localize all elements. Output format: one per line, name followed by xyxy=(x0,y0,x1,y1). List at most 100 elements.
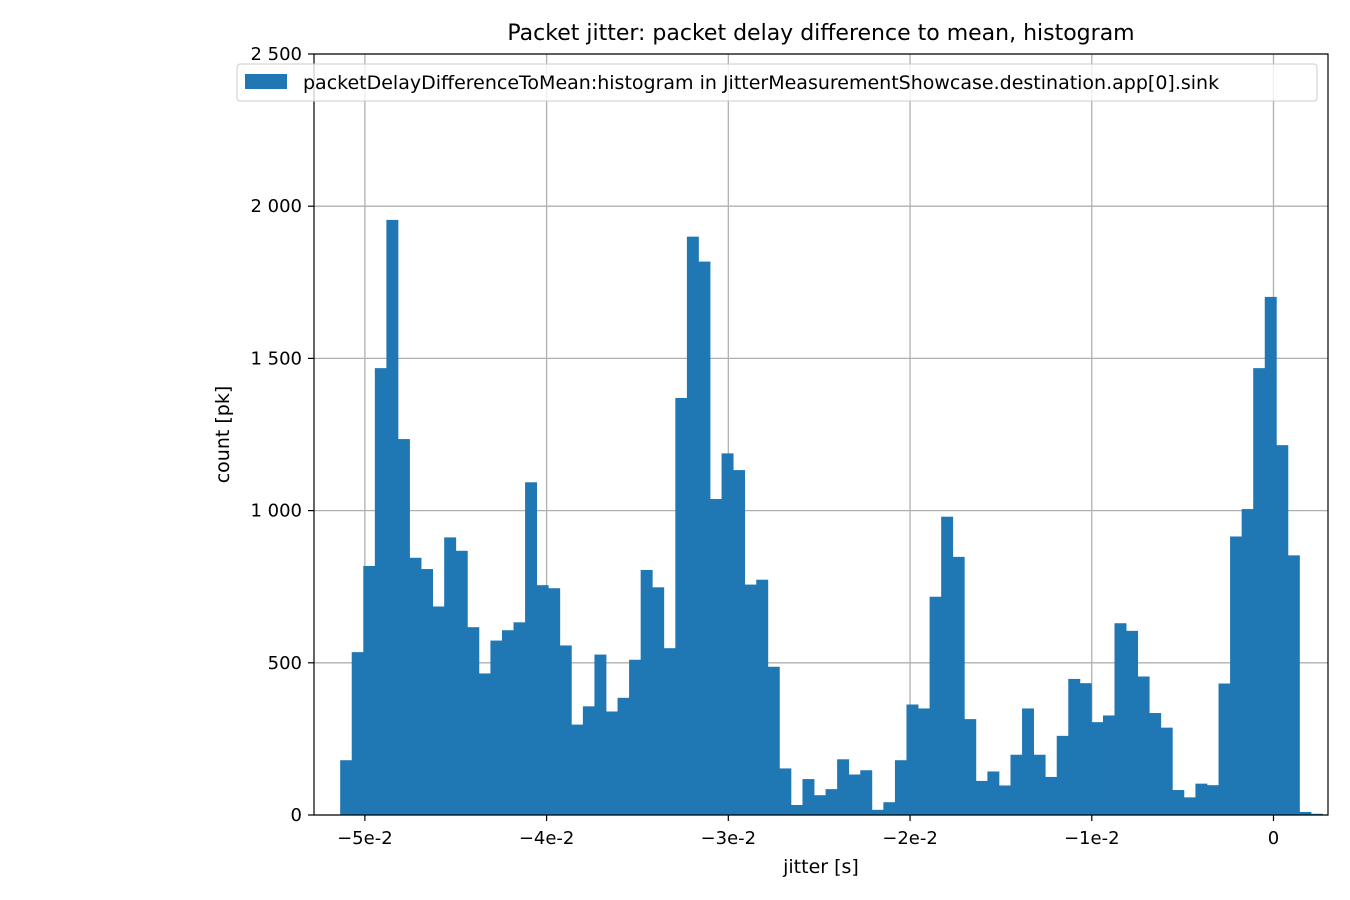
x-tick-label: 0 xyxy=(1268,828,1279,849)
histogram-bar xyxy=(975,780,988,815)
histogram-bar xyxy=(1218,683,1231,815)
histogram-bar xyxy=(340,760,353,815)
y-tick-label: 2 500 xyxy=(250,44,302,65)
histogram-bar xyxy=(525,482,538,815)
legend-entry: packetDelayDifferenceToMean:histogram in… xyxy=(303,72,1219,94)
histogram-bar xyxy=(675,397,688,815)
histogram-bar xyxy=(964,719,977,815)
histogram-bar xyxy=(490,640,503,815)
histogram-bar xyxy=(1253,368,1266,815)
histogram-bar xyxy=(814,795,826,815)
histogram-bar xyxy=(767,666,780,815)
histogram-bar xyxy=(1022,708,1035,815)
histogram-bar xyxy=(1183,797,1196,815)
histogram-bar xyxy=(860,770,873,815)
histogram-bar xyxy=(871,809,884,815)
x-tick-label: −2e-2 xyxy=(882,828,938,849)
histogram-bar xyxy=(386,219,399,815)
y-tick-label: 1 500 xyxy=(250,348,302,369)
y-tick-label: 2 000 xyxy=(250,196,302,217)
histogram-bar xyxy=(825,789,838,815)
histogram-bar xyxy=(1056,735,1069,815)
histogram-bar xyxy=(929,596,942,815)
histogram-bar xyxy=(1102,715,1115,815)
histogram-bar xyxy=(594,654,607,815)
histogram-bar xyxy=(409,557,422,815)
histogram-bar xyxy=(548,588,561,815)
y-tick-label: 1 000 xyxy=(250,501,302,522)
histogram-bar xyxy=(351,652,364,815)
histogram-bar xyxy=(710,499,722,815)
histogram-bar xyxy=(652,587,665,815)
histogram-bar xyxy=(1091,722,1104,815)
histogram-bar xyxy=(906,704,919,815)
histogram-bar xyxy=(941,516,954,815)
histogram-bar xyxy=(1310,813,1323,815)
histogram-bar xyxy=(894,760,907,815)
histogram-bar xyxy=(1172,790,1185,815)
legend-box xyxy=(236,63,1318,102)
histogram-bar xyxy=(421,569,434,815)
histogram-bar xyxy=(1045,776,1058,815)
histogram-bar xyxy=(721,453,734,815)
histogram-bar xyxy=(744,584,757,815)
x-tick-label: −5e-2 xyxy=(337,828,393,849)
histogram-bar xyxy=(1149,713,1162,815)
histogram-bar xyxy=(467,627,480,815)
legend-swatch xyxy=(245,74,287,89)
histogram-bar xyxy=(1126,630,1139,815)
histogram-bar xyxy=(374,368,387,815)
histogram-bar xyxy=(444,537,457,815)
histogram-bar xyxy=(686,236,699,815)
histogram-bar xyxy=(617,697,630,815)
histogram-bar xyxy=(790,804,803,815)
histogram-bar xyxy=(952,556,965,815)
y-axis: 0 500 1 000 1 500 2 000 2 500 xyxy=(250,44,314,826)
histogram-bar xyxy=(756,579,769,815)
histogram-bar xyxy=(1160,727,1173,815)
histogram-bar xyxy=(1195,783,1208,815)
y-tick-label: 500 xyxy=(268,653,302,674)
plot-frame xyxy=(313,53,1329,816)
histogram-bar xyxy=(1230,536,1243,815)
histogram-bar xyxy=(1264,296,1277,815)
histogram-bar xyxy=(1287,555,1300,815)
histogram-bar xyxy=(501,630,514,815)
histogram-bar xyxy=(605,711,618,815)
y-axis-label: count [pk] xyxy=(212,386,234,484)
histogram-bar xyxy=(663,648,676,815)
histogram-bar xyxy=(837,759,850,815)
x-tick-label: −1e-2 xyxy=(1064,828,1120,849)
x-axis: −5e-2 −4e-2 −3e-2 −2e-2 −1e-2 0 xyxy=(337,815,1279,849)
histogram-bar xyxy=(1241,509,1254,815)
histogram-bar xyxy=(779,768,792,815)
histogram-bar xyxy=(582,706,595,815)
x-tick-label: −4e-2 xyxy=(519,828,575,849)
histogram-bar xyxy=(397,439,410,815)
histogram-bar xyxy=(536,585,549,815)
histogram-bar xyxy=(559,645,572,815)
histogram-bar xyxy=(1068,678,1081,815)
histogram-bar xyxy=(698,261,711,815)
histogram-bar xyxy=(1137,676,1150,815)
histogram-bar xyxy=(1010,754,1023,815)
histogram-bar xyxy=(513,622,526,815)
histogram-bar xyxy=(848,774,861,815)
histogram-bar xyxy=(998,785,1011,815)
x-tick-label: −3e-2 xyxy=(701,828,757,849)
histogram-bar xyxy=(733,470,746,815)
histogram-bar xyxy=(363,566,376,815)
legend: packetDelayDifferenceToMean:histogram in… xyxy=(236,63,1318,102)
y-tick-label: 0 xyxy=(291,805,302,826)
histogram-bar xyxy=(478,673,491,815)
histogram-bar xyxy=(571,724,584,815)
histogram-bar xyxy=(1079,683,1092,815)
histogram-bar xyxy=(1033,754,1046,815)
histogram-bar xyxy=(640,569,653,815)
histogram-bar xyxy=(1276,445,1289,815)
histogram-bar xyxy=(802,779,815,815)
histogram-bar xyxy=(629,659,642,815)
histogram-bar xyxy=(432,606,445,815)
histogram-bar xyxy=(1206,785,1219,815)
